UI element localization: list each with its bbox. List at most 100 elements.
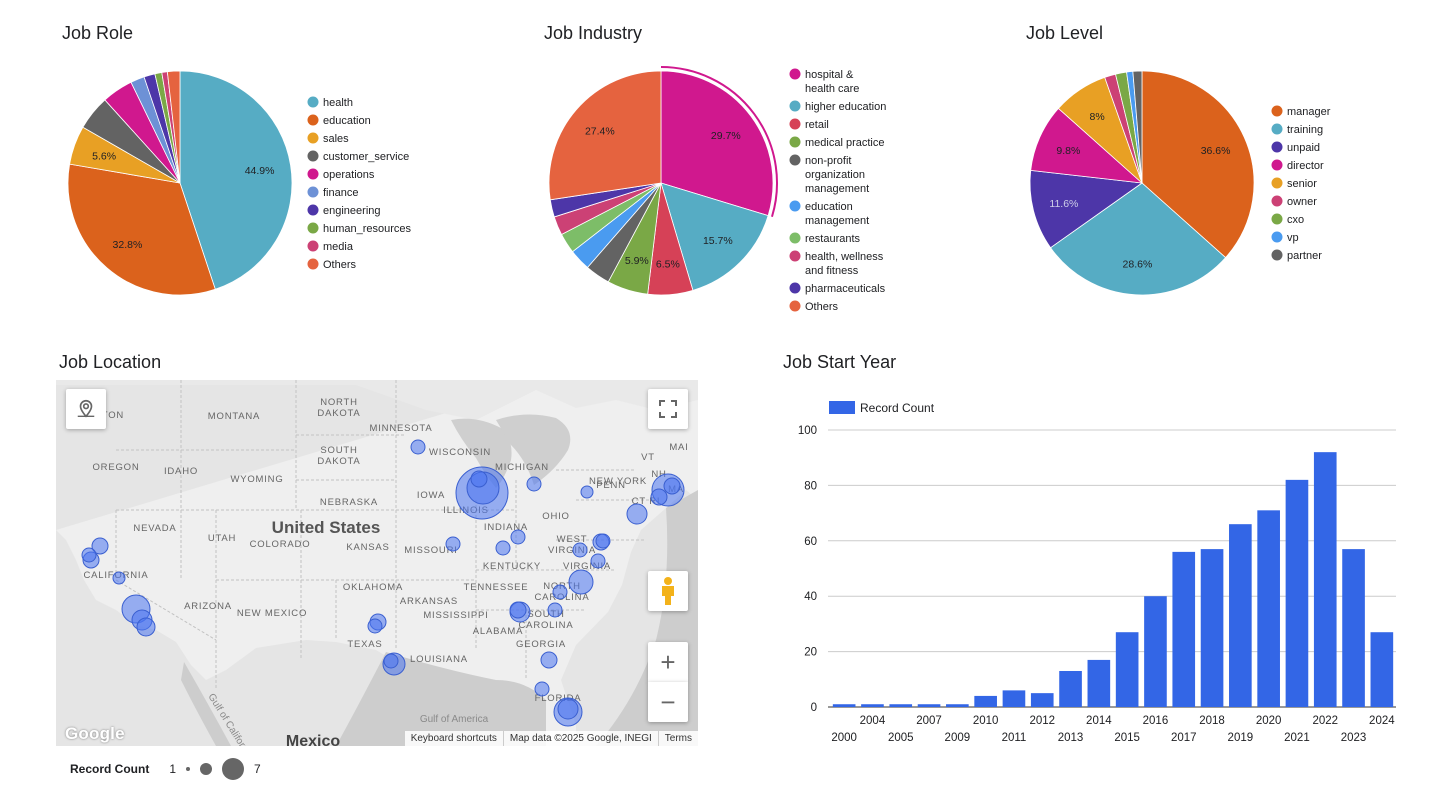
bar-2022[interactable] (1313, 452, 1337, 707)
pie-slice-others[interactable] (166, 70, 181, 184)
pie-slice-training[interactable] (1050, 182, 1227, 296)
pie-slice-partner[interactable] (1132, 70, 1143, 184)
map-label-north-dakota: DAKOTA (317, 408, 360, 419)
map-label-south-carolina: SOUTH (527, 609, 564, 620)
x-tick-label: 2010 (973, 715, 999, 727)
legend-label: health care (805, 83, 859, 95)
locate-button[interactable] (66, 389, 106, 429)
bar-2014[interactable] (1087, 659, 1111, 707)
legend-label: non-profit (805, 155, 851, 167)
size-legend-max: 7 (254, 762, 261, 776)
pie-slice-education[interactable] (67, 163, 216, 296)
job-role-pie[interactable]: 44.9% 32.8% 5.6% (67, 70, 293, 296)
bar-2004[interactable] (861, 704, 884, 707)
location-bubble[interactable] (626, 503, 648, 525)
size-legend-label: Record Count (70, 762, 150, 776)
legend-label: restaurants (805, 233, 861, 245)
bar-2018[interactable] (1200, 549, 1224, 707)
map-canvas[interactable]: NGTONMONTANANORTHDAKOTAMINNESOTAWISCONSI… (56, 380, 698, 746)
location-bubble[interactable] (580, 485, 594, 499)
legend-swatch (307, 258, 319, 270)
bar-2013[interactable] (1059, 670, 1082, 707)
zoom-in-button[interactable]: + (648, 642, 688, 682)
pie-slice-health[interactable] (179, 70, 293, 290)
fullscreen-button[interactable] (648, 389, 688, 429)
zoom-out-button[interactable]: − (648, 682, 688, 722)
map-label-minnesota: MINNESOTA (370, 423, 433, 434)
location-bubble[interactable] (470, 470, 488, 488)
map-label-nebraska: NEBRASKA (320, 497, 378, 508)
pie-slice-hospital-health-care[interactable] (660, 70, 774, 217)
location-bubble[interactable] (136, 617, 156, 637)
bar-2023[interactable] (1342, 549, 1365, 707)
job-location-map[interactable]: NGTONMONTANANORTHDAKOTAMINNESOTAWISCONSI… (56, 380, 698, 746)
bar-2000[interactable] (832, 704, 856, 707)
bar-2017[interactable] (1172, 551, 1196, 707)
legend-label: hospital & (805, 69, 854, 81)
location-bubble[interactable] (410, 439, 426, 455)
bar-2016[interactable] (1144, 596, 1167, 707)
location-bubble[interactable] (445, 536, 461, 552)
pie-data-label: 6.5% (656, 258, 680, 270)
map-label-michigan: MICHIGAN (495, 462, 549, 473)
keyboard-shortcuts-link[interactable]: Keyboard shortcuts (410, 733, 497, 744)
location-bubble[interactable] (547, 602, 563, 618)
location-bubble[interactable] (540, 651, 558, 669)
location-bubble[interactable] (568, 569, 594, 595)
job-industry-pie[interactable]: 29.7% 15.7% 6.5% 5.9% 27.4% (548, 66, 778, 296)
pie-slice-higher-education[interactable] (660, 182, 769, 291)
street-view-button[interactable] (648, 571, 688, 611)
x-tick-label: 2024 (1369, 715, 1395, 727)
legend-label: pharmaceuticals (805, 283, 886, 295)
bar-2005[interactable] (889, 704, 913, 707)
bar-2010[interactable] (974, 695, 997, 707)
bar-2012[interactable] (1030, 693, 1054, 707)
map-label-kansas: KANSAS (346, 542, 389, 553)
location-bubble[interactable] (81, 547, 97, 563)
pie-selection-arc (660, 66, 778, 218)
terms-link[interactable]: Terms (657, 731, 698, 746)
location-bubble[interactable] (595, 533, 611, 549)
bar-2021[interactable] (1285, 479, 1309, 707)
bar-2015[interactable] (1115, 632, 1139, 707)
bar-2024[interactable] (1370, 632, 1394, 707)
bar-2007[interactable] (917, 704, 941, 707)
pie-slice-others[interactable] (548, 70, 662, 201)
location-bubble[interactable] (526, 476, 542, 492)
location-bubble[interactable] (112, 571, 126, 585)
location-bubble[interactable] (367, 618, 383, 634)
legend-swatch (307, 168, 319, 180)
pie-data-label: 27.4% (585, 125, 615, 137)
bar-2009[interactable] (946, 704, 969, 707)
location-bubble[interactable] (509, 601, 527, 619)
pie-slice-manager[interactable] (1141, 70, 1255, 259)
legend-swatch (789, 136, 801, 148)
location-bubble[interactable] (383, 653, 399, 669)
legend-swatch (1271, 105, 1283, 117)
location-bubble[interactable] (510, 529, 526, 545)
bar-2019[interactable] (1229, 524, 1252, 707)
location-bubble[interactable] (572, 542, 588, 558)
bar-2011[interactable] (1002, 690, 1026, 707)
location-bubble[interactable] (534, 681, 550, 697)
location-bubble[interactable] (590, 553, 606, 569)
location-bubble[interactable] (650, 488, 668, 506)
map-label-oregon: OREGON (92, 462, 139, 473)
job-start-year-bar-chart[interactable]: Record Count 0 20 40 60 80 100 2000200420052007… (798, 401, 1396, 744)
bar-2020[interactable] (1257, 510, 1280, 707)
location-bubble[interactable] (557, 698, 579, 720)
legend-swatch (789, 68, 801, 80)
location-bubble[interactable] (91, 537, 109, 555)
legend-swatch (789, 154, 801, 166)
location-bubble[interactable] (663, 477, 681, 495)
job-level-pie[interactable]: 36.6% 28.6% 11.6% 9.8% 8% (1029, 70, 1255, 296)
location-bubble[interactable] (552, 584, 568, 600)
legend-swatch (307, 150, 319, 162)
pie-slice-unpaid[interactable] (1029, 169, 1144, 249)
legend-swatch (307, 222, 319, 234)
legend-swatch (789, 100, 801, 112)
x-tick-label: 2004 (860, 715, 886, 727)
legend-swatch (1271, 195, 1283, 207)
location-bubble[interactable] (495, 540, 511, 556)
